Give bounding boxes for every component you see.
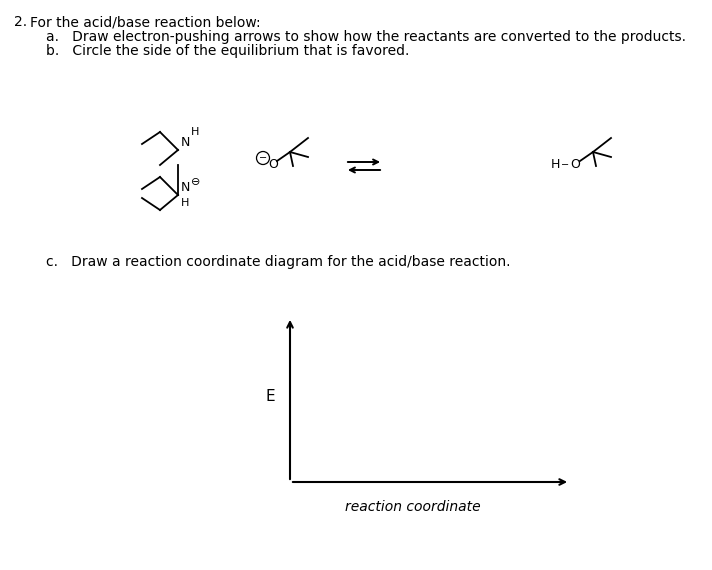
Text: N: N (181, 136, 190, 149)
Text: O: O (268, 158, 278, 172)
Text: O: O (570, 158, 580, 172)
Text: For the acid/base reaction below:: For the acid/base reaction below: (30, 15, 261, 29)
Text: reaction coordinate: reaction coordinate (345, 500, 481, 514)
Text: −: − (561, 160, 569, 170)
Text: ⊖: ⊖ (191, 177, 200, 187)
Text: b.   Circle the side of the equilibrium that is favored.: b. Circle the side of the equilibrium th… (46, 44, 409, 58)
Text: −: − (259, 153, 267, 163)
Text: c.   Draw a reaction coordinate diagram for the acid/base reaction.: c. Draw a reaction coordinate diagram fo… (46, 255, 511, 269)
Text: N: N (181, 181, 190, 194)
Text: H: H (550, 158, 560, 172)
Text: H: H (181, 198, 189, 208)
Text: a.   Draw electron-pushing arrows to show how the reactants are converted to the: a. Draw electron-pushing arrows to show … (46, 30, 686, 44)
Text: H: H (191, 127, 199, 137)
Text: E: E (266, 389, 275, 404)
Text: 2.: 2. (14, 15, 27, 29)
